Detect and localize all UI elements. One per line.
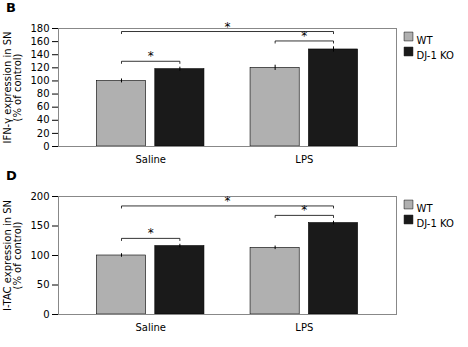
svg-text:20: 20 xyxy=(37,128,50,139)
svg-text:160: 160 xyxy=(30,36,49,47)
svg-text:40: 40 xyxy=(37,114,50,125)
svg-text:*: * xyxy=(148,226,154,240)
svg-text:*: * xyxy=(301,203,307,217)
svg-text:WT: WT xyxy=(417,35,434,46)
svg-text:*: * xyxy=(225,20,231,34)
svg-text:200: 200 xyxy=(30,191,49,202)
svg-text:Saline: Saline xyxy=(135,154,166,165)
svg-text:IFN-γ expression in SN(% of co: IFN-γ expression in SN(% of control) xyxy=(2,31,23,143)
svg-text:100: 100 xyxy=(30,250,49,261)
svg-text:DJ-1 KO: DJ-1 KO xyxy=(417,50,454,61)
svg-text:50: 50 xyxy=(37,279,50,290)
svg-text:*: * xyxy=(301,29,307,43)
svg-text:140: 140 xyxy=(30,49,49,60)
svg-text:WT: WT xyxy=(417,203,434,214)
svg-text:*: * xyxy=(148,49,154,63)
svg-text:LPS: LPS xyxy=(295,322,313,333)
svg-text:Saline: Saline xyxy=(135,322,166,333)
svg-text:120: 120 xyxy=(30,62,49,73)
svg-text:80: 80 xyxy=(37,88,50,99)
svg-text:180: 180 xyxy=(30,23,49,34)
svg-text:DJ-1 KO: DJ-1 KO xyxy=(417,218,454,229)
svg-text:*: * xyxy=(225,194,231,208)
svg-text:150: 150 xyxy=(30,220,49,231)
svg-text:0: 0 xyxy=(43,309,49,320)
html-text:B: B xyxy=(6,0,16,15)
svg-text:LPS: LPS xyxy=(295,154,313,165)
svg-text:60: 60 xyxy=(37,101,50,112)
html-text:D: D xyxy=(6,168,17,183)
svg-text:I-TAC expression in SN(% of co: I-TAC expression in SN(% of control) xyxy=(2,200,23,311)
svg-text:0: 0 xyxy=(43,141,49,152)
svg-text:100: 100 xyxy=(30,75,49,86)
